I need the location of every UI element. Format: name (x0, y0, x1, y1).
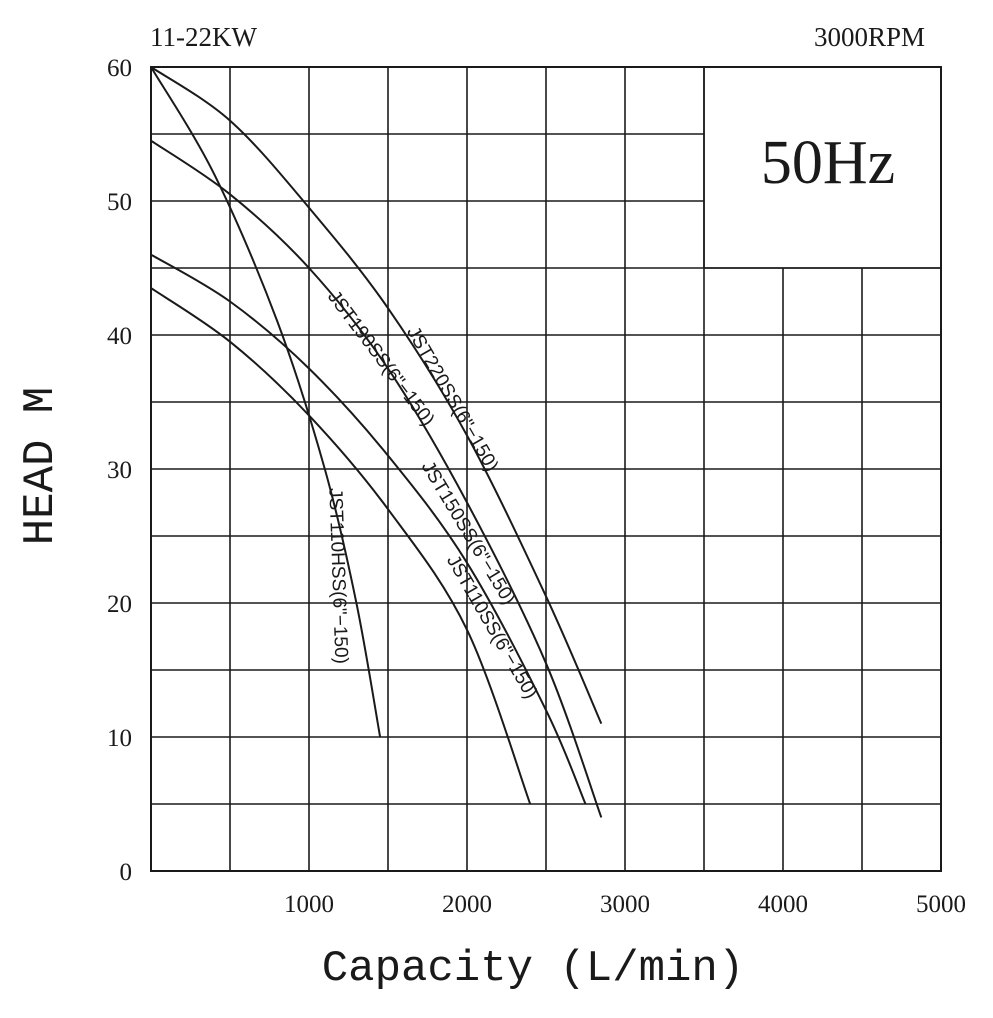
series-curve-1 (150, 139, 603, 818)
series-curve-4 (150, 66, 382, 738)
x-tick-label: 4000 (758, 891, 808, 918)
frequency-label-box (707, 70, 939, 265)
y-tick-label: 20 (107, 591, 132, 618)
y-tick-label: 10 (107, 725, 132, 752)
curves (150, 66, 603, 818)
power-range-label: 11-22KW (150, 22, 257, 52)
series-label-4: JST110HSS(6"−150) (324, 488, 351, 665)
x-tick-label: 2000 (442, 891, 492, 918)
x-tick-label: 5000 (916, 891, 966, 918)
y-tick-label: 30 (107, 457, 132, 484)
series-curve-2 (150, 253, 587, 805)
frequency-label: 50Hz (761, 129, 895, 197)
plot-frame (150, 66, 942, 872)
y-axis-title: HEAD M (16, 387, 66, 545)
y-tick-label: 0 (120, 859, 133, 886)
x-axis-title: Capacity (L/min) (322, 944, 744, 994)
series-curve-0 (150, 66, 603, 724)
rpm-label: 3000RPM (814, 22, 925, 52)
series-curve-3 (150, 287, 532, 805)
ticks: 0 10 20 30 40 50 60 1000 2000 3000 4000 5000 (107, 55, 966, 918)
y-tick-label: 60 (107, 55, 132, 82)
y-tick-label: 50 (107, 189, 132, 216)
x-tick-label: 3000 (600, 891, 650, 918)
grid (151, 67, 941, 871)
curve-labels: JST220SS(6"−150)JST190SS(6"−150)JST150SS… (323, 287, 541, 703)
y-tick-label: 40 (107, 323, 132, 350)
x-tick-label: 1000 (284, 891, 334, 918)
